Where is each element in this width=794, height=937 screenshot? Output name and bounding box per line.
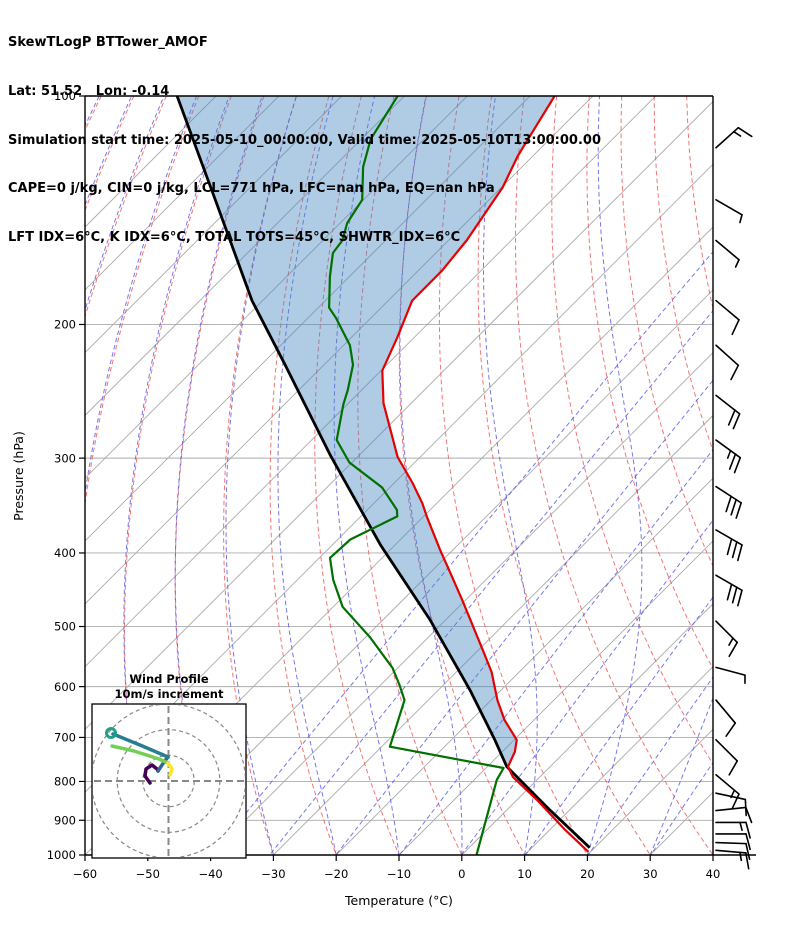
temperature-curve	[381, 96, 589, 853]
y-tick-label: 700	[54, 731, 76, 745]
y-tick-label: 400	[54, 546, 76, 560]
wind-barb	[715, 792, 747, 817]
wind-barb	[715, 126, 753, 149]
wind-barb	[715, 699, 737, 737]
y-tick-label: 900	[54, 813, 76, 827]
wind-barb	[715, 485, 742, 519]
x-axis-label: Temperature (°C)	[344, 893, 453, 908]
wind-barb	[715, 198, 743, 224]
wind-barb	[715, 666, 746, 684]
mixing-ratio-lines	[211, 250, 713, 855]
wind-barb	[715, 620, 739, 658]
wind-barb	[715, 773, 740, 810]
figure-header: SkewTLogP BTTower_AMOF Lat: 51.52 Lon: -…	[8, 3, 601, 278]
wind-barb	[715, 439, 742, 474]
y-tick-label: 100	[54, 89, 76, 103]
y-tick-label: 600	[54, 680, 76, 694]
y-tick-label: 200	[54, 318, 76, 332]
y-tick-label: 500	[54, 620, 76, 634]
x-tick-label: 30	[643, 867, 658, 881]
hodograph-top-marker	[105, 727, 117, 739]
wind-barb	[715, 833, 751, 851]
wind-barb	[715, 529, 743, 562]
hodograph-title: Wind Profile	[129, 672, 209, 686]
y-tick-label: 1000	[47, 848, 76, 862]
wind-barb	[715, 239, 740, 268]
x-tick-label: −50	[136, 867, 160, 881]
hodograph-subtitle: 10m/s increment	[115, 687, 224, 701]
x-axis-ticks: −60 −50 −40 −30 −20 −10 0 10 20 30 40	[73, 855, 720, 881]
x-tick-label: −10	[387, 867, 411, 881]
dry-adiabats	[85, 96, 713, 855]
wind-barb	[715, 344, 740, 381]
x-tick-label: −40	[198, 867, 222, 881]
figure-indices-1: CAPE=0 j/kg, CIN=0 j/kg, LCL=771 hPa, LF…	[8, 181, 495, 197]
y-tick-label: 300	[54, 451, 76, 465]
wind-barb	[715, 806, 753, 824]
profile-curves	[175, 96, 591, 855]
figure-title: SkewTLogP BTTower_AMOF	[8, 35, 208, 51]
wind-barb	[715, 394, 741, 430]
wind-barb	[715, 849, 750, 870]
x-tick-label: 20	[580, 867, 595, 881]
x-tick-label: 0	[458, 867, 465, 881]
x-tick-label: −60	[73, 867, 97, 881]
y-axis-ticks: 100 200 300 400 500 600 700 800 900 1000	[47, 89, 85, 862]
wind-barb	[715, 299, 740, 336]
x-tick-label: 40	[706, 867, 721, 881]
figure-latlon: Lat: 51.52 Lon: -0.14	[8, 84, 170, 100]
wind-barb	[715, 841, 751, 861]
y-axis-label: Pressure (hPa)	[11, 431, 26, 521]
parcel-curve	[175, 96, 591, 849]
y-tick-label: 800	[54, 775, 76, 789]
wind-barb	[715, 738, 739, 776]
figure-times: Simulation start time: 2025-05-10_00:00:…	[8, 132, 601, 148]
wind-barb	[715, 821, 751, 839]
figure-indices-2: LFT IDX=6°C, K IDX=6°C, TOTAL TOTS=45°C,…	[8, 229, 461, 245]
hodograph-trace	[110, 732, 174, 785]
x-tick-label: 10	[517, 867, 532, 881]
hodograph-rings	[93, 705, 245, 857]
area-shading	[177, 96, 555, 767]
x-tick-label: −30	[261, 867, 285, 881]
x-tick-label: −20	[324, 867, 348, 881]
wind-barbs	[715, 126, 753, 870]
dewpoint-curve	[328, 96, 505, 855]
hodograph-inset	[91, 703, 247, 859]
wind-barb	[715, 574, 743, 607]
